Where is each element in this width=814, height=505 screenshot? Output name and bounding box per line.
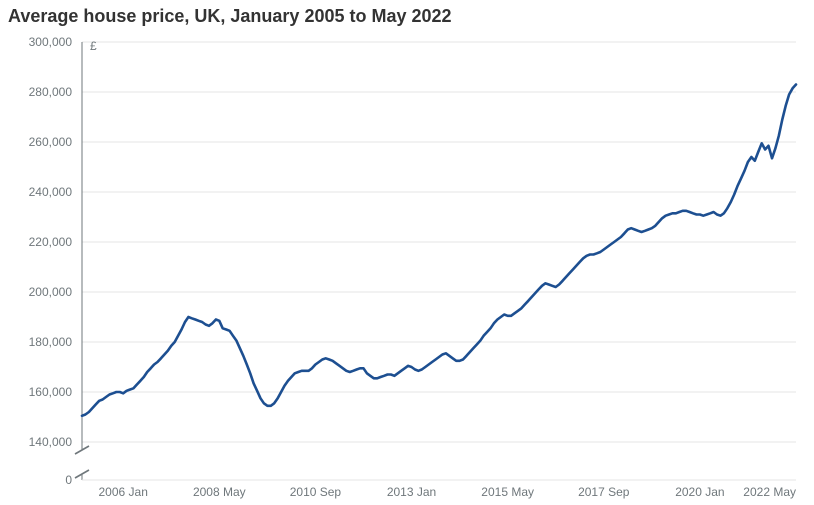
chart-title: Average house price, UK, January 2005 to… bbox=[8, 6, 452, 27]
y-tick-label: 300,000 bbox=[29, 36, 73, 49]
y-tick-label: 260,000 bbox=[29, 135, 73, 149]
x-tick-label: 2013 Jan bbox=[387, 485, 436, 499]
y-tick-label: 160,000 bbox=[29, 385, 73, 399]
chart-area: 140,000 160,000 180,000 200,000 220,000 240,0… bbox=[0, 36, 814, 500]
x-tick-label: 2015 May bbox=[481, 485, 534, 499]
y-tick-label: 200,000 bbox=[29, 285, 73, 299]
y-tick-label: 220,000 bbox=[29, 235, 73, 249]
line-chart: 140,000 160,000 180,000 200,000 220,000 240,0… bbox=[0, 36, 814, 500]
y-tick-label: 140,000 bbox=[29, 435, 73, 449]
x-tick-label: 2008 May bbox=[193, 485, 246, 499]
x-tick-label: 2022 May bbox=[743, 485, 796, 499]
currency-symbol: £ bbox=[90, 39, 97, 53]
y-zero-label: 0 bbox=[65, 473, 72, 487]
y-tick-label: 280,000 bbox=[29, 85, 73, 99]
price-series bbox=[82, 85, 796, 416]
x-tick-label: 2020 Jan bbox=[675, 485, 724, 499]
x-tick-label: 2010 Sep bbox=[290, 485, 342, 499]
y-tick-label: 240,000 bbox=[29, 185, 73, 199]
y-tick-label: 180,000 bbox=[29, 335, 73, 349]
x-tick-label: 2017 Sep bbox=[578, 485, 630, 499]
x-tick-label: 2006 Jan bbox=[98, 485, 147, 499]
